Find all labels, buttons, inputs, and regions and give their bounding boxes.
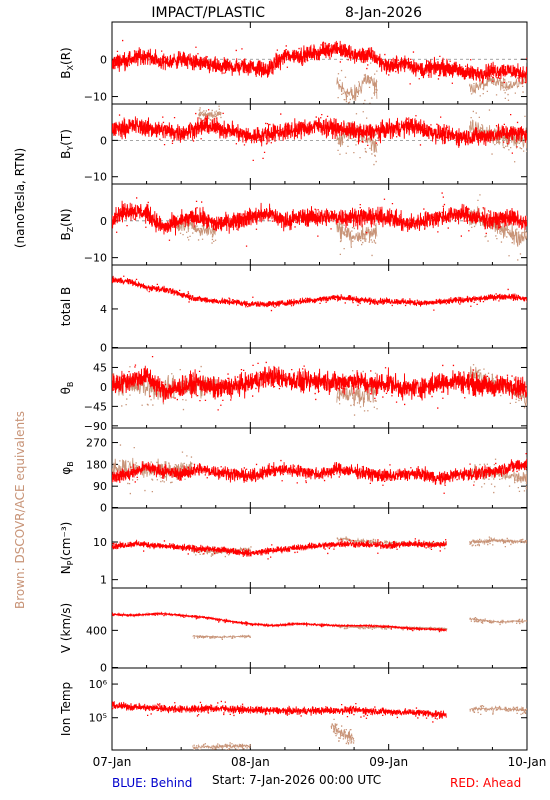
x-tick-label: 10-Jan: [508, 755, 547, 769]
brown-series-dots: [331, 718, 355, 745]
y-tick-label: 4: [100, 303, 107, 316]
red-series-dots: [112, 612, 446, 633]
panel-frame: [111, 264, 528, 349]
brown-series: [198, 110, 222, 119]
red-series: [112, 701, 447, 719]
chart-date: 8-Jan-2026: [345, 5, 422, 21]
brown-series-dots: [337, 111, 379, 166]
panel-theta: 45 0 −45 −90 θB: [59, 347, 528, 433]
panel-frame: [111, 587, 528, 669]
y-axis-label: BX(R): [59, 47, 75, 78]
brown-series: [469, 705, 527, 713]
y-tick-label: 10⁵: [89, 712, 107, 725]
brown-series: [336, 220, 378, 247]
y-tick-label: −10: [84, 91, 107, 104]
panel-phi: 270 180 90 0 φB: [59, 427, 528, 515]
footer-blue-label: BLUE: Behind: [112, 776, 192, 790]
y-tick-label: 0: [100, 662, 107, 675]
panel-frame: [111, 103, 528, 185]
red-series: [112, 40, 527, 85]
panel-temp: 10⁶ 10⁵ Ion Temp: [59, 667, 528, 751]
y-axis-label: Ion Temp: [59, 682, 73, 736]
panel-btot: 4 0 total B: [59, 264, 528, 355]
brown-series-dots: [339, 625, 448, 631]
panel-stack: 0 −10 BX(R) 0 −10 BY(T) 0 −10 BZ(N) 4 0 total B 45 0 −…: [59, 21, 547, 769]
y-tick-label: 400: [86, 624, 107, 637]
brown-series-dots: [469, 705, 527, 715]
red-series: [112, 365, 527, 403]
y-tick-label: −45: [84, 400, 107, 413]
y-axis-label: total B: [59, 287, 73, 327]
footer-start-label: Start: 7-Jan-2026 00:00 UTC: [212, 773, 381, 787]
brown-series: [175, 218, 216, 237]
y-tick-label: 0: [100, 381, 107, 394]
panel-by: 0 −10 BY(T): [59, 103, 528, 185]
panel-frame: [111, 21, 528, 105]
y-axis-label: V (km/s): [59, 603, 73, 653]
x-tick-label: 08-Jan: [231, 755, 270, 769]
red-series: [112, 459, 527, 485]
y-tick-label: 0: [100, 134, 107, 147]
y-tick-label: 90: [93, 480, 107, 493]
brown-series-dots: [193, 635, 251, 640]
brown-series: [112, 457, 193, 481]
y-tick-label: −10: [84, 252, 107, 265]
red-series: [112, 539, 447, 557]
y-axis-label: BY(T): [59, 129, 75, 159]
y-tick-label: 180: [86, 458, 107, 471]
brown-series: [192, 743, 251, 750]
y-tick-label: 0: [100, 342, 107, 355]
units-side-label: (nanoTesla, RTN): [13, 148, 27, 248]
footer-red-label: RED: Ahead: [450, 776, 521, 790]
brown-series: [336, 383, 378, 407]
panel-v: 400 0 V (km/s): [59, 587, 528, 675]
y-tick-label: 0: [100, 502, 107, 515]
panel-bz: 0 −10 BZ(N): [59, 183, 528, 266]
y-tick-label: 270: [86, 437, 107, 450]
brown-series-dots: [193, 742, 251, 750]
y-tick-label: −10: [84, 171, 107, 184]
y-axis-label: θB: [59, 382, 75, 395]
brown-series: [469, 74, 527, 95]
panel-np: 10 1 NP(cm⁻³): [59, 507, 528, 589]
red-series-dots: [112, 538, 447, 560]
y-tick-label: 0: [100, 215, 107, 228]
y-tick-label: 1: [100, 574, 107, 587]
red-series: [112, 200, 527, 236]
y-tick-label: 10: [93, 536, 107, 549]
y-axis-label: NP(cm⁻³): [59, 522, 75, 575]
panel-bx: 0 −10 BX(R): [59, 21, 528, 105]
x-tick-label: 09-Jan: [369, 755, 408, 769]
red-series: [112, 115, 527, 148]
y-tick-label: 0: [100, 53, 107, 66]
chart-title: IMPACT/PLASTIC: [151, 5, 265, 21]
brown-series: [469, 537, 527, 545]
brown-series: [336, 73, 378, 101]
y-axis-label: BZ(N): [59, 208, 75, 240]
brown-series-dots: [337, 61, 378, 104]
brown-series-dots: [469, 617, 527, 626]
brown-series-dots: [112, 365, 213, 411]
red-series: [112, 611, 447, 632]
y-tick-label: 10⁶: [89, 678, 108, 691]
brown-series-dots: [198, 105, 222, 124]
x-tick-label: 07-Jan: [93, 755, 132, 769]
y-axis-label: φB: [59, 461, 75, 474]
y-tick-label: −90: [84, 420, 107, 433]
y-tick-label: 45: [93, 361, 107, 374]
brown-legend-label: Brown: DSCOVR/ACE equivalents: [13, 411, 27, 609]
